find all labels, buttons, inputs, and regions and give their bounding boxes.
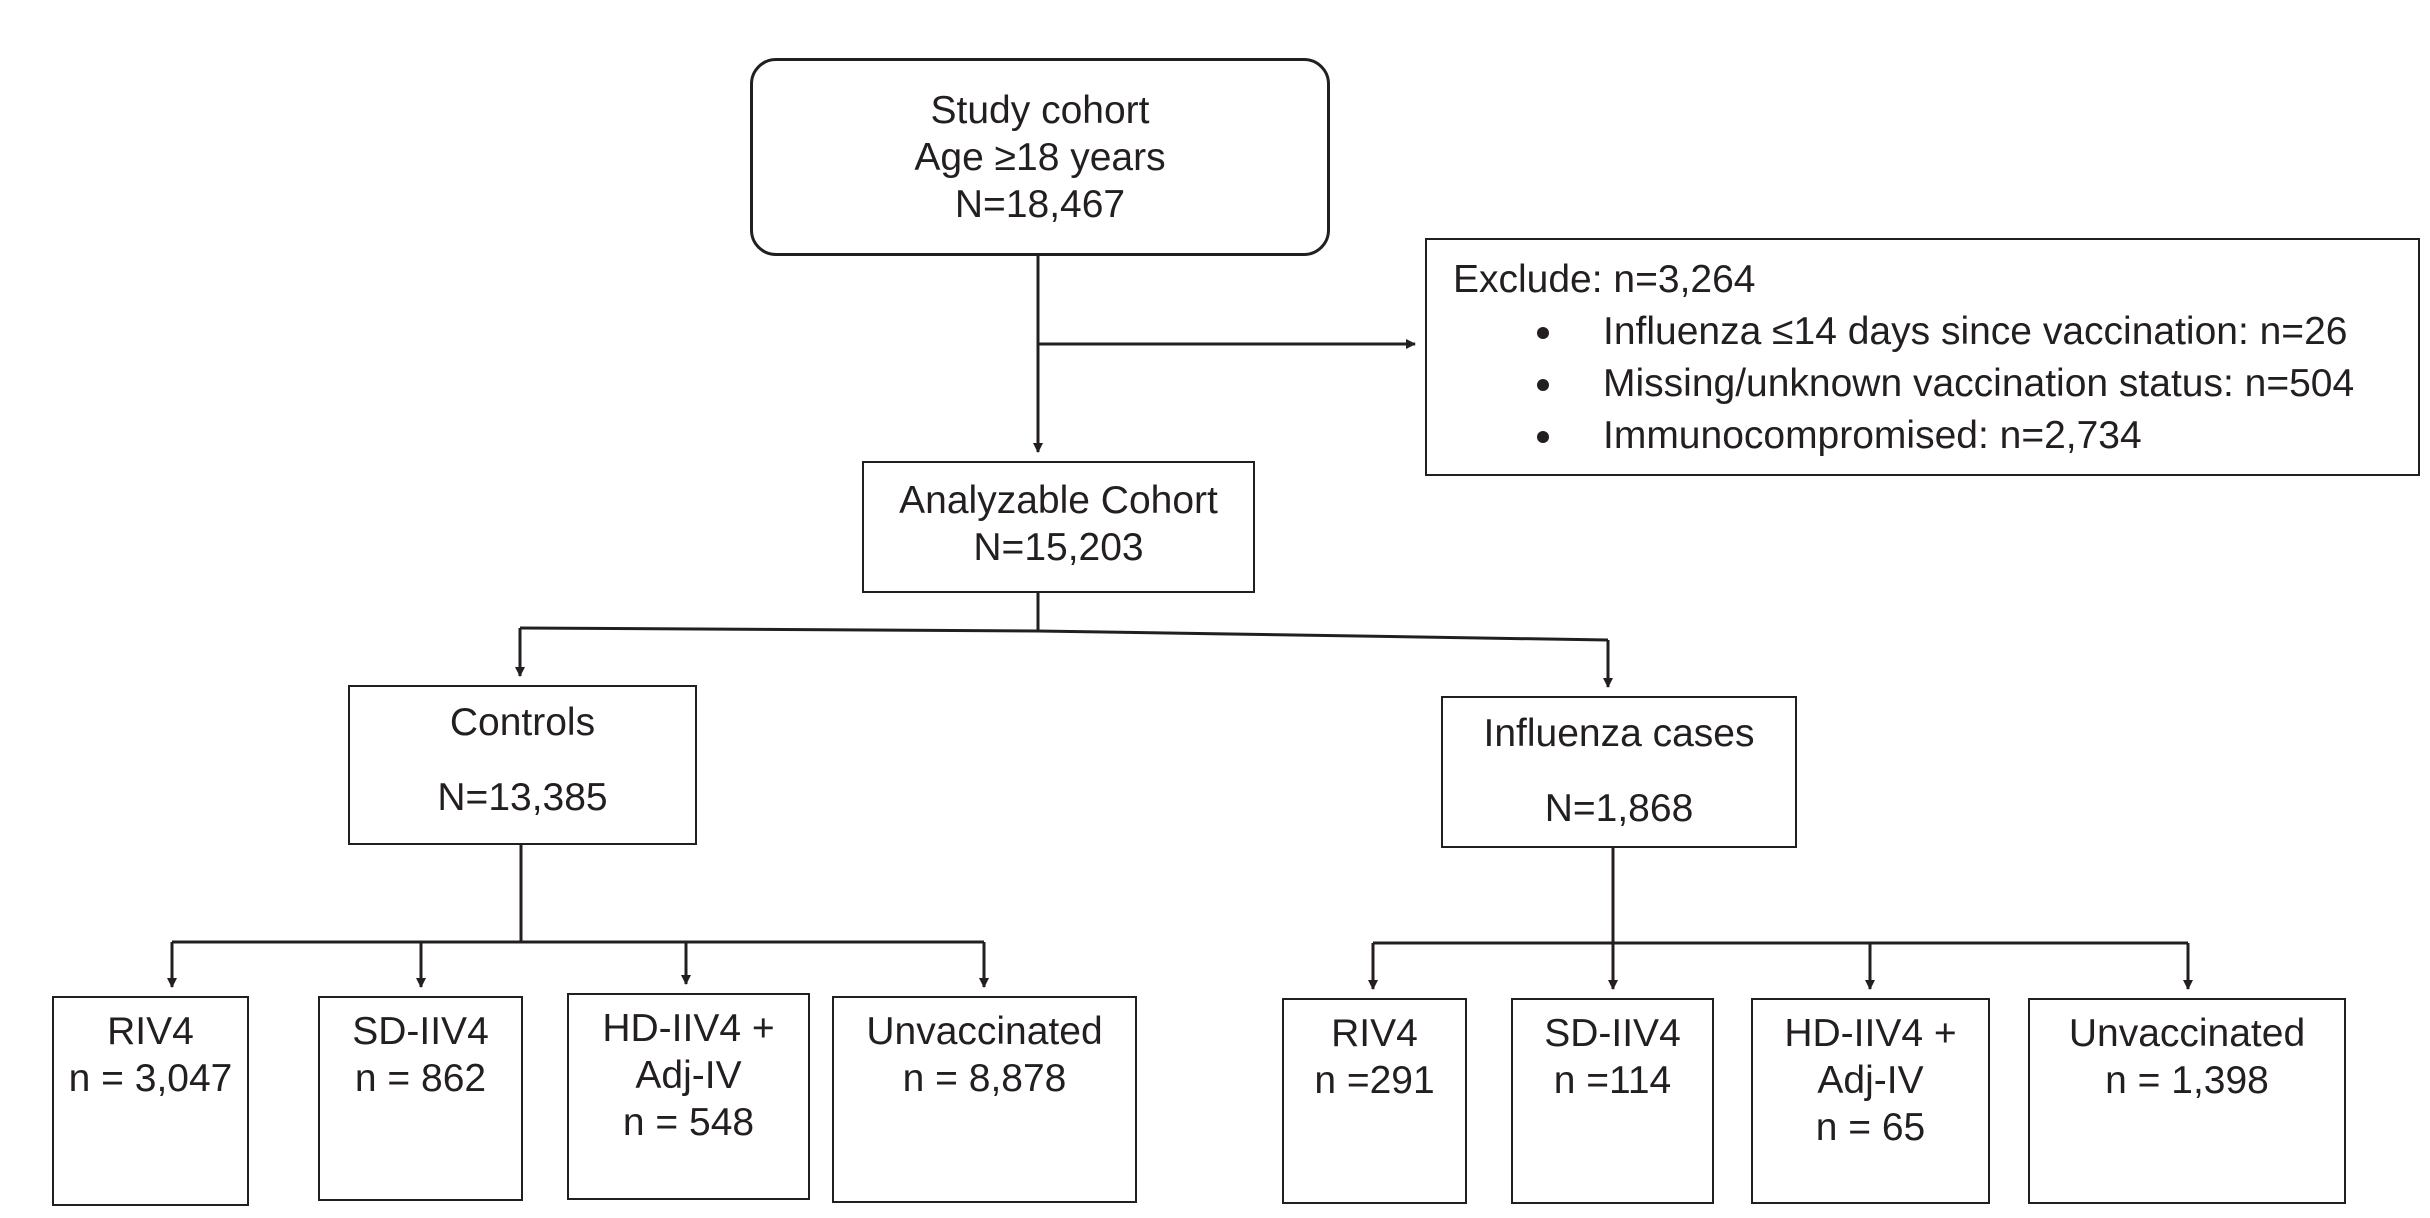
group-count: n = 862: [354, 1057, 487, 1100]
controls-unvaccinated-box: Unvaccinated n = 8,878: [832, 996, 1137, 1203]
exclusion-heading: Exclude: n=3,264: [1453, 258, 1756, 301]
study-cohort-age: Age ≥18 years: [914, 136, 1166, 179]
group-label: SD-IIV4: [352, 1010, 489, 1053]
cases-riv4-box: RIV4 n =291: [1282, 998, 1467, 1204]
exclusion-item-text: Missing/unknown vaccination status: n=50…: [1603, 362, 2355, 405]
controls-title: Controls: [449, 701, 596, 744]
controls-count: N=13,385: [437, 776, 608, 819]
exclusion-item-text: Influenza ≤14 days since vaccination: n=…: [1603, 310, 2348, 353]
group-label: RIV4: [107, 1010, 194, 1053]
exclusion-item: Immunocompromised: n=2,734: [1453, 410, 2418, 462]
group-label: SD-IIV4: [1544, 1012, 1681, 1055]
connector-split-right: [1037, 629, 1609, 642]
group-label: Unvaccinated: [2068, 1012, 2306, 1055]
group-count: n = 8,878: [902, 1057, 1067, 1100]
group-count: n = 3,047: [68, 1057, 233, 1100]
group-count: n = 1,398: [2105, 1059, 2269, 1102]
exclusion-item: Influenza ≤14 days since vaccination: n=…: [1453, 306, 2418, 358]
cases-hd-iiv4-box: HD-IIV4 + Adj-IV n = 65: [1751, 998, 1990, 1204]
cases-title: Influenza cases: [1483, 712, 1755, 755]
controls-box: Controls N=13,385: [348, 685, 697, 845]
controls-riv4-box: RIV4 n = 3,047: [52, 996, 249, 1206]
exclusion-item: Missing/unknown vaccination status: n=50…: [1453, 358, 2418, 410]
bullet-icon: [1537, 327, 1549, 339]
group-count: n =291: [1314, 1059, 1435, 1102]
connector-split-left: [519, 626, 1039, 633]
exclusion-item-text: Immunocompromised: n=2,734: [1603, 414, 2142, 457]
cases-sd-iiv4-box: SD-IIV4 n =114: [1511, 998, 1714, 1204]
group-label: Unvaccinated: [866, 1010, 1103, 1053]
group-count: n = 65: [1815, 1106, 1926, 1149]
exclusion-list: Influenza ≤14 days since vaccination: n=…: [1453, 306, 2418, 462]
cases-count: N=1,868: [1544, 787, 1694, 830]
analyzable-cohort-count: N=15,203: [973, 526, 1144, 569]
group-label: HD-IIV4 +: [602, 1007, 775, 1050]
influenza-cases-box: Influenza cases N=1,868: [1441, 696, 1797, 848]
group-count: n = 548: [622, 1101, 755, 1144]
analyzable-cohort-box: Analyzable Cohort N=15,203: [862, 461, 1255, 593]
bullet-icon: [1537, 379, 1549, 391]
study-cohort-title: Study cohort: [930, 89, 1150, 132]
exclusion-box: Exclude: n=3,264 Influenza ≤14 days sinc…: [1425, 238, 2420, 476]
bullet-icon: [1537, 431, 1549, 443]
group-label-2: Adj-IV: [1817, 1059, 1924, 1102]
study-cohort-count: N=18,467: [954, 183, 1126, 226]
analyzable-cohort-title: Analyzable Cohort: [899, 479, 1218, 522]
group-label-2: Adj-IV: [635, 1054, 742, 1097]
controls-sd-iiv4-box: SD-IIV4 n = 862: [318, 996, 523, 1201]
controls-hd-iiv4-box: HD-IIV4 + Adj-IV n = 548: [567, 993, 810, 1200]
cases-unvaccinated-box: Unvaccinated n = 1,398: [2028, 998, 2346, 1204]
group-label: RIV4: [1331, 1012, 1418, 1055]
study-cohort-box: Study cohort Age ≥18 years N=18,467: [750, 58, 1330, 256]
group-label: HD-IIV4 +: [1784, 1012, 1957, 1055]
group-count: n =114: [1553, 1059, 1672, 1102]
